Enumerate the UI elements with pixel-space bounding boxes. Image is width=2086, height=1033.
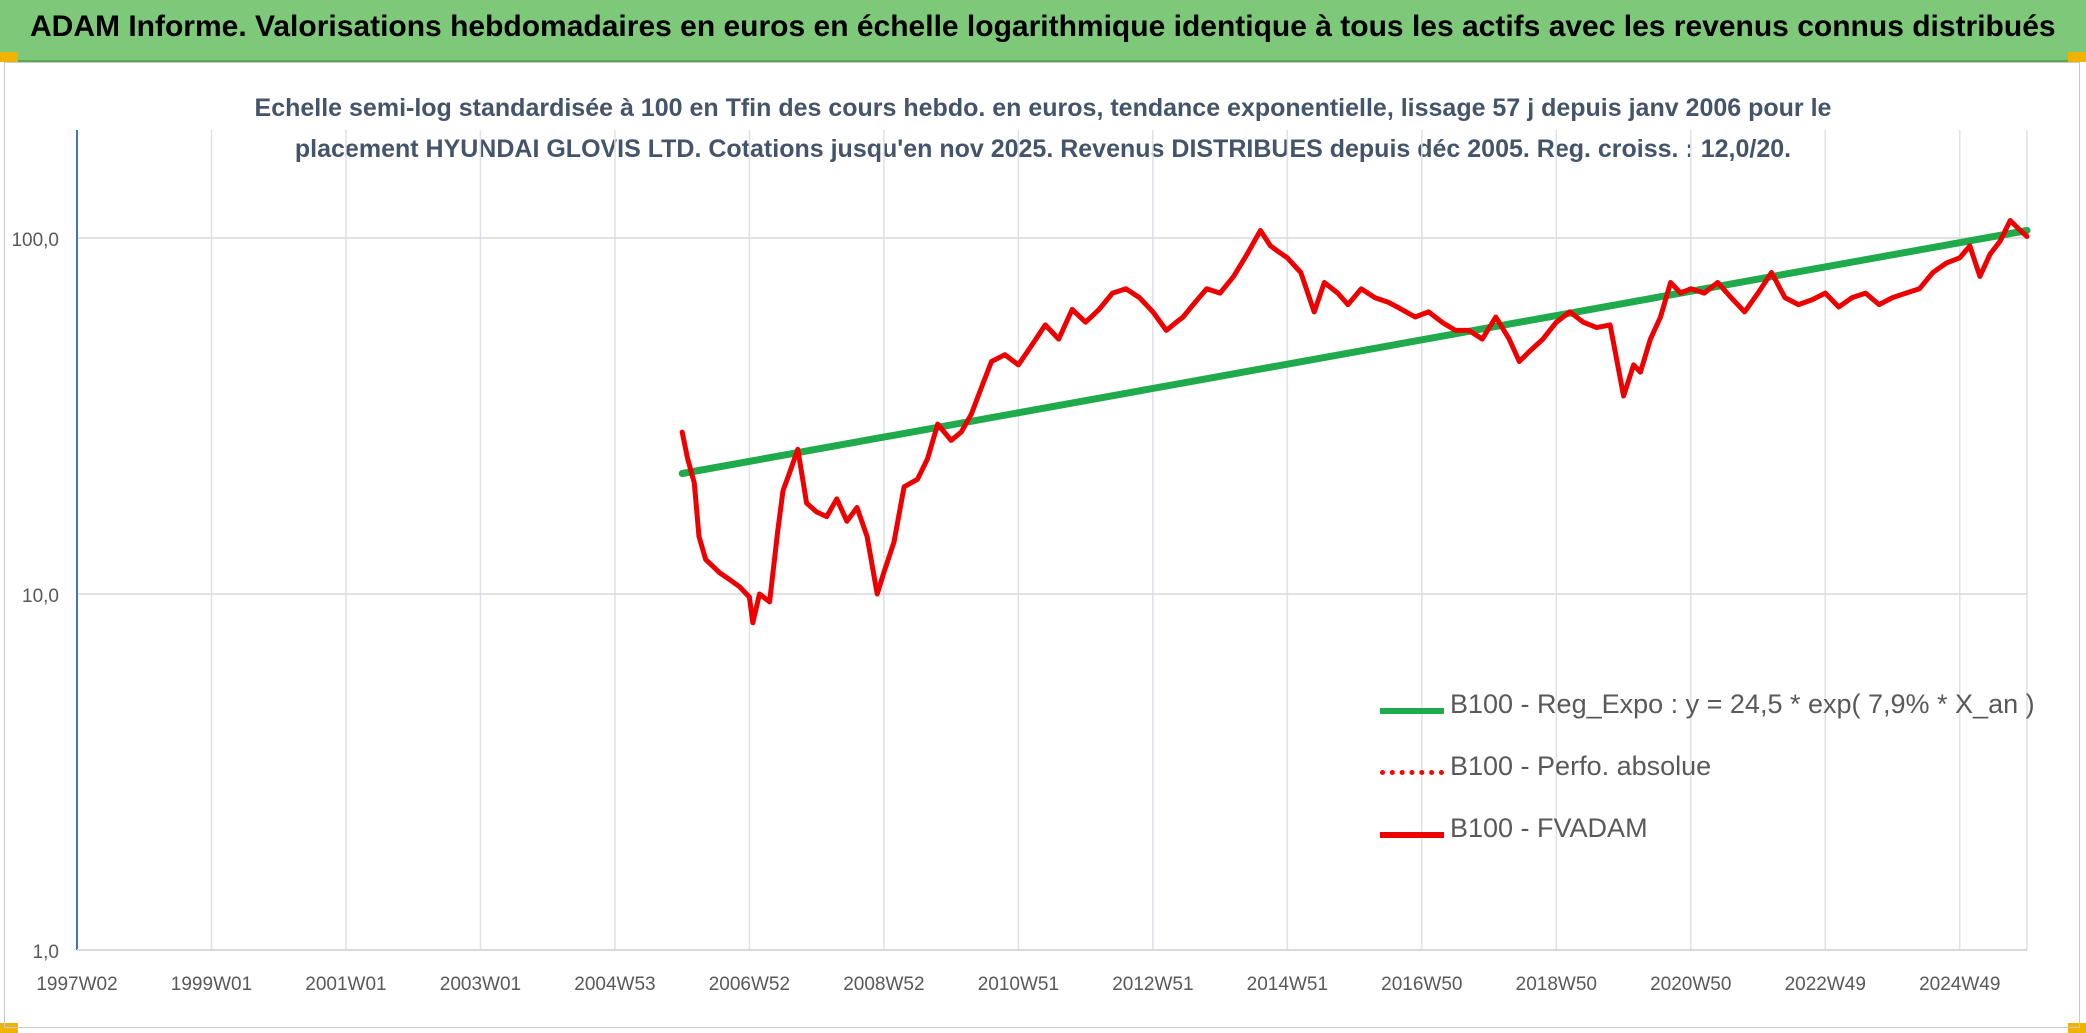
x-tick-label: 2022W49 — [1785, 974, 1866, 995]
x-tick-label: 2020W50 — [1650, 974, 1731, 995]
legend-label-absolute: B100 - Perfo. absolue — [1450, 751, 1712, 781]
x-tick-label: 2012W51 — [1112, 974, 1193, 995]
x-tick-label: 1997W02 — [36, 974, 117, 995]
chart-title: Echelle semi-log standardisée à 100 en T… — [0, 88, 2086, 170]
legend-label-fvadam: B100 - FVADAM — [1450, 813, 1648, 843]
x-tick-label: 2018W50 — [1516, 974, 1597, 995]
corner-marker — [0, 1023, 18, 1033]
x-tick-label: 2001W01 — [305, 974, 386, 995]
y-tick-label: 100,0 — [11, 230, 59, 251]
chart-frame — [4, 62, 2080, 1028]
x-tick-label: 2010W51 — [978, 974, 1059, 995]
x-tick-label: 1999W01 — [171, 974, 252, 995]
x-tick-label: 2014W51 — [1247, 974, 1328, 995]
fvadam-line — [679, 218, 2030, 626]
report-title: ADAM Informe. Valorisations hebdomadaire… — [30, 10, 2056, 43]
regression-line — [678, 227, 2031, 477]
legend-swatch-absolute — [1380, 770, 1444, 775]
x-tick-label: 2003W01 — [440, 974, 521, 995]
legend-swatch-fvadam — [1380, 832, 1444, 838]
header-banner: ADAM Informe. Valorisations hebdomadaire… — [0, 0, 2086, 62]
legend-swatch-regression — [1380, 708, 1444, 714]
x-tick-label: 2004W53 — [574, 974, 655, 995]
x-tick-label: 2008W52 — [843, 974, 924, 995]
chart-title-line-2: placement HYUNDAI GLOVIS LTD. Cotations … — [294, 135, 1792, 163]
legend-label-regression: B100 - Reg_Expo : y = 24,5 * exp( 7,9% *… — [1450, 689, 2035, 719]
x-tick-label: 2024W49 — [1919, 974, 2000, 995]
chart-title-line-1: Echelle semi-log standardisée à 100 en T… — [254, 94, 1832, 122]
x-tick-label: 2016W50 — [1381, 974, 1462, 995]
corner-marker — [0, 52, 18, 62]
y-tick-label: 10,0 — [22, 586, 59, 607]
y-tick-label: 1,0 — [33, 942, 59, 963]
corner-marker — [2068, 52, 2086, 62]
corner-marker — [2068, 1023, 2086, 1033]
x-tick-label: 2006W52 — [709, 974, 790, 995]
